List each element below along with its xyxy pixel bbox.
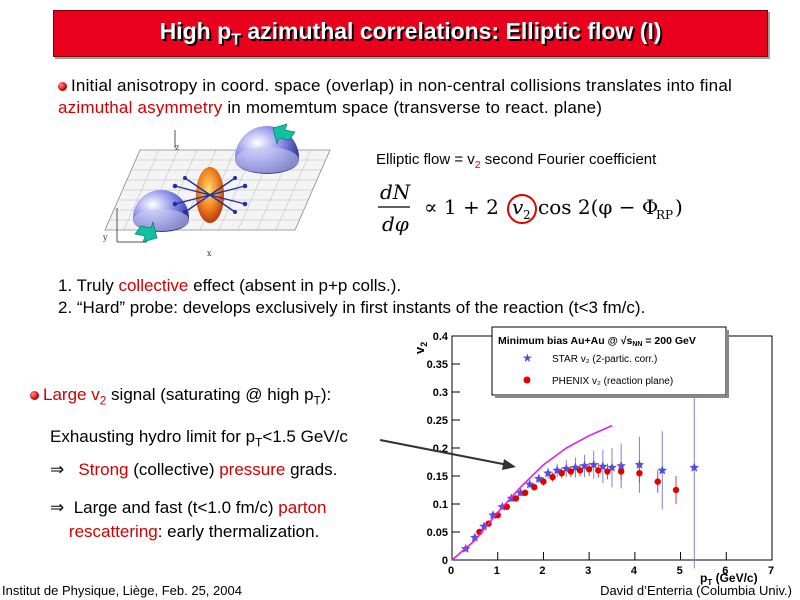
hydro-limit-text: Exhausting hydro limit for pT<1.5 GeV/c (50, 427, 348, 450)
y-axis-label: v2 (412, 342, 429, 354)
formula-cos: cos 2(φ − Φ (538, 195, 658, 219)
flow-arrows-icon (174, 177, 246, 213)
y-tick-label: 0.25 (427, 415, 448, 427)
legend-box: Minimum bias Au+Au @ √sNN = 200 GeV ★ ST… (491, 326, 729, 398)
formula-close: ) (675, 195, 683, 219)
velocity-arrow-left-icon (134, 220, 158, 243)
star-data-point (543, 468, 553, 478)
y-tick-label: 0.1 (433, 499, 448, 511)
velocity-arrow-right-icon (272, 123, 296, 146)
axis-y-label: y (102, 233, 108, 242)
phenix-data-point (595, 467, 602, 474)
star-data-point (607, 462, 617, 472)
legend-star-marker-icon: ★ (522, 351, 533, 365)
legend-phenix-marker-icon (523, 376, 531, 384)
phenix-data-point (558, 470, 565, 477)
axis-x-label: x (207, 249, 212, 258)
phenix-data-point (604, 468, 611, 475)
y-tick-label: 0.05 (427, 527, 448, 539)
y-tick-label: 0 (442, 555, 448, 567)
y-tick-label: 0.2 (433, 443, 448, 455)
phenix-data-point (549, 473, 556, 481)
point-2: 2. “Hard” probe: develops exclusively in… (58, 298, 646, 317)
x-tick-label: 1 (494, 565, 500, 577)
star-data-point (470, 532, 480, 542)
formula-v2: v (512, 195, 524, 219)
legend-star-label: STAR v₂ (2-partic. corr.) (552, 354, 657, 365)
star-data-point (657, 465, 667, 475)
intro-paragraph: Initial anisotropy in coord. space (over… (58, 76, 732, 117)
slide-title: High pT azimuthal correlations: Elliptic… (159, 17, 662, 49)
v2-vs-pt-chart: 0 1 2 3 4 5 6 7 0 0.05 0.1 0.15 0.2 0.25 0.3 0.35 0.4 v2… (412, 326, 774, 587)
implies-icon: ⇒ (50, 498, 65, 517)
v2-highlight-circle (507, 194, 537, 224)
footer-author: David d’Enterria (Columbia Univ.) (600, 583, 792, 598)
formula-v2-sub: 2 (523, 208, 531, 222)
formula-rp: RP (656, 208, 673, 222)
x-tick-label: 6 (722, 565, 728, 577)
phenix-data-point (576, 467, 584, 474)
slide-title-bar: High pT azimuthal correlations: Elliptic… (53, 10, 768, 57)
key-points: 1. Truly collective effect (absent in p+… (58, 275, 788, 319)
formula-numerator: dN (380, 180, 412, 204)
collision-diagram: z y x (102, 123, 331, 258)
star-data-point (479, 521, 489, 531)
axis-z-label: z (175, 143, 179, 152)
phenix-data-point (636, 470, 643, 477)
star-data-point (589, 459, 599, 469)
axes-icon (116, 130, 176, 243)
phenix-data-point (672, 486, 680, 494)
phenix-data-point (521, 489, 529, 496)
phenix-data-point (585, 466, 593, 473)
y-tick-label: 0.35 (427, 359, 448, 371)
x-axis-label: pT (GeV/c) (700, 571, 758, 587)
phenix-data-point (567, 468, 575, 475)
formula-proportional: ∝ 1 + 2 (424, 195, 499, 219)
x-tick-label: 2 (539, 565, 545, 577)
bullet-icon (30, 391, 39, 401)
x-tick-label: 0 (448, 565, 454, 577)
legend-phenix-label: PHENIX v₂ (reaction plane) (552, 376, 673, 387)
x-tick-label: 5 (677, 565, 683, 577)
x-tick-label: 7 (768, 565, 774, 577)
x-tick-label: 3 (585, 565, 591, 577)
large-v2-bullet: Large v2 signal (saturating @ high pT): (30, 384, 331, 411)
legend-title: Minimum bias Au+Au @ √sNN = 200 GeV (498, 335, 696, 348)
hydro-curve (451, 424, 613, 561)
footer-venue: Institut de Physique, Liège, Feb. 25, 20… (2, 583, 242, 598)
strong-pressure-text: ⇒ Strong (collective) pressure grads. (50, 460, 338, 479)
nucleus-left-icon (133, 190, 189, 232)
phenix-data-point (617, 468, 625, 475)
formula-caption: Elliptic flow = v2 second Fourier coeffi… (376, 151, 657, 171)
bullet-icon (58, 82, 67, 92)
phenix-data-point (654, 478, 661, 485)
formula-denominator: dφ (382, 212, 409, 236)
y-tick-label: 0.4 (433, 331, 449, 343)
star-data-point (689, 462, 699, 472)
phenix-data-point (540, 478, 547, 485)
elliptic-flow-formula: dN dφ ∝ 1 + 2 v 2 cos 2(φ − Φ RP ) (378, 180, 683, 236)
parton-rescattering-text: ⇒ Large and fast (t<1.0 fm/c) parton res… (50, 498, 327, 541)
phenix-data-point (531, 484, 538, 491)
plot-marks (451, 366, 699, 569)
implies-icon: ⇒ (50, 460, 65, 479)
y-tick-label: 0.15 (427, 471, 448, 483)
x-tick-label: 4 (631, 565, 638, 577)
point-1: 1. Truly collective effect (absent in p+… (58, 276, 402, 295)
y-tick-label: 0.3 (433, 387, 448, 399)
phenix-data-point (512, 495, 520, 502)
